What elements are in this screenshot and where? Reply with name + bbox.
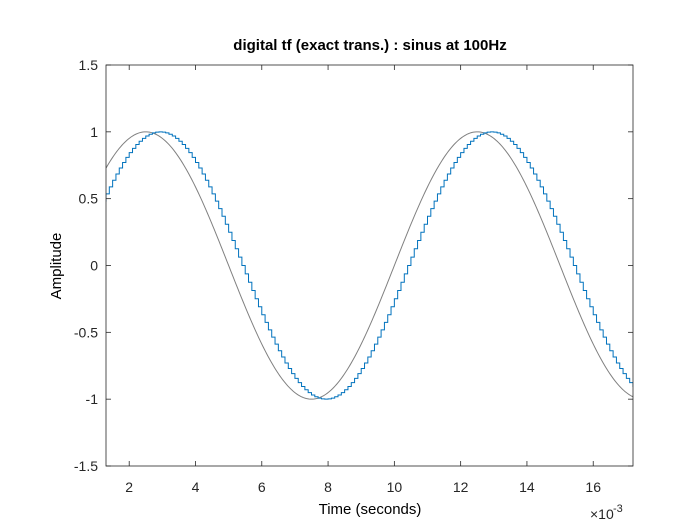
y-tick-label: -0.5 <box>74 324 98 340</box>
x-tick-label: 16 <box>585 479 601 495</box>
x-ticks: 2 4 6 8 10 12 14 16 <box>125 65 601 495</box>
x-tick-label: 10 <box>387 479 403 495</box>
x-tick-label: 6 <box>258 479 266 495</box>
y-tick-label: 1 <box>90 124 98 140</box>
y-tick-label: 0 <box>90 258 98 274</box>
series-layer <box>106 131 633 400</box>
x-tick-label: 12 <box>453 479 469 495</box>
x-exponent-power: -3 <box>613 503 623 515</box>
plot-background <box>106 65 633 466</box>
x-exponent: ×10 -3 <box>590 503 623 522</box>
y-tick-label: 1.5 <box>79 57 99 73</box>
x-tick-label: 8 <box>324 479 332 495</box>
series-line-continuous <box>106 131 633 400</box>
x-tick-label: 14 <box>519 479 535 495</box>
chart-title: digital tf (exact trans.) : sinus at 100… <box>233 37 506 54</box>
x-tick-label: 4 <box>192 479 200 495</box>
y-tick-label: -1 <box>86 391 99 407</box>
y-ticks: -1.5 -1 -0.5 0 0.5 1 1.5 <box>74 57 633 474</box>
x-tick-label: 2 <box>125 479 133 495</box>
x-axis-label: Time (seconds) <box>319 501 422 518</box>
y-tick-label: 0.5 <box>79 191 99 207</box>
y-tick-label: -1.5 <box>74 458 98 474</box>
series-line-digital-step <box>106 131 633 400</box>
y-axis-label: Amplitude <box>48 233 65 300</box>
x-exponent-base: ×10 <box>590 506 614 522</box>
